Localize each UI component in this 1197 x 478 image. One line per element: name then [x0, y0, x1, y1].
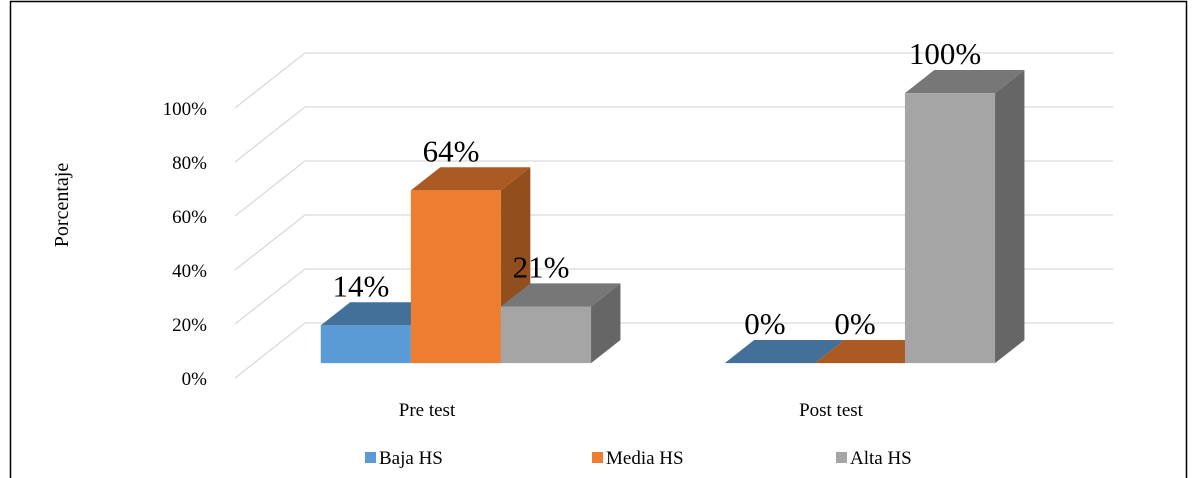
y-tick-label: 20% [172, 315, 207, 336]
legend-label: Media HS [606, 448, 684, 469]
grid-line [234, 268, 1113, 325]
bar-side [591, 283, 621, 364]
bar [500, 306, 592, 364]
value-label: 14% [332, 268, 389, 303]
x-tick-label: Post test [799, 400, 864, 421]
x-tick-label: Pre test [399, 400, 456, 421]
frame [9, 0, 1188, 478]
bar-top [410, 167, 531, 191]
bar-top [500, 283, 621, 307]
legend-swatch [592, 452, 603, 463]
bar-top [814, 340, 935, 364]
bar [904, 93, 996, 364]
y-tick-label: 60% [172, 207, 207, 228]
legend-label: Alta HS [850, 448, 912, 469]
bar-side [995, 70, 1025, 364]
value-label: 64% [423, 133, 480, 168]
bar-top [724, 340, 845, 364]
value-label: 0% [834, 306, 875, 341]
grid-line [234, 52, 1113, 109]
value-label: 100% [909, 36, 981, 71]
legend-swatch [365, 452, 376, 463]
bar [410, 190, 501, 364]
bar-top [904, 70, 1025, 94]
legend-label: Baja HS [379, 448, 443, 469]
y-tick-label: 100% [163, 99, 208, 120]
grid-line [234, 160, 1113, 217]
y-axis-title: Porcentaje [51, 163, 73, 248]
bar [320, 325, 411, 364]
y-tick-label: 80% [172, 153, 207, 174]
grid-line [234, 214, 1113, 271]
bar-top [320, 302, 441, 326]
y-tick-label: 0% [182, 369, 208, 390]
value-label: 0% [744, 306, 785, 341]
grid-line [234, 106, 1113, 163]
y-tick-label: 40% [172, 261, 207, 282]
grid-line [234, 322, 1113, 379]
legend-swatch [836, 452, 847, 463]
value-label: 21% [513, 249, 570, 284]
